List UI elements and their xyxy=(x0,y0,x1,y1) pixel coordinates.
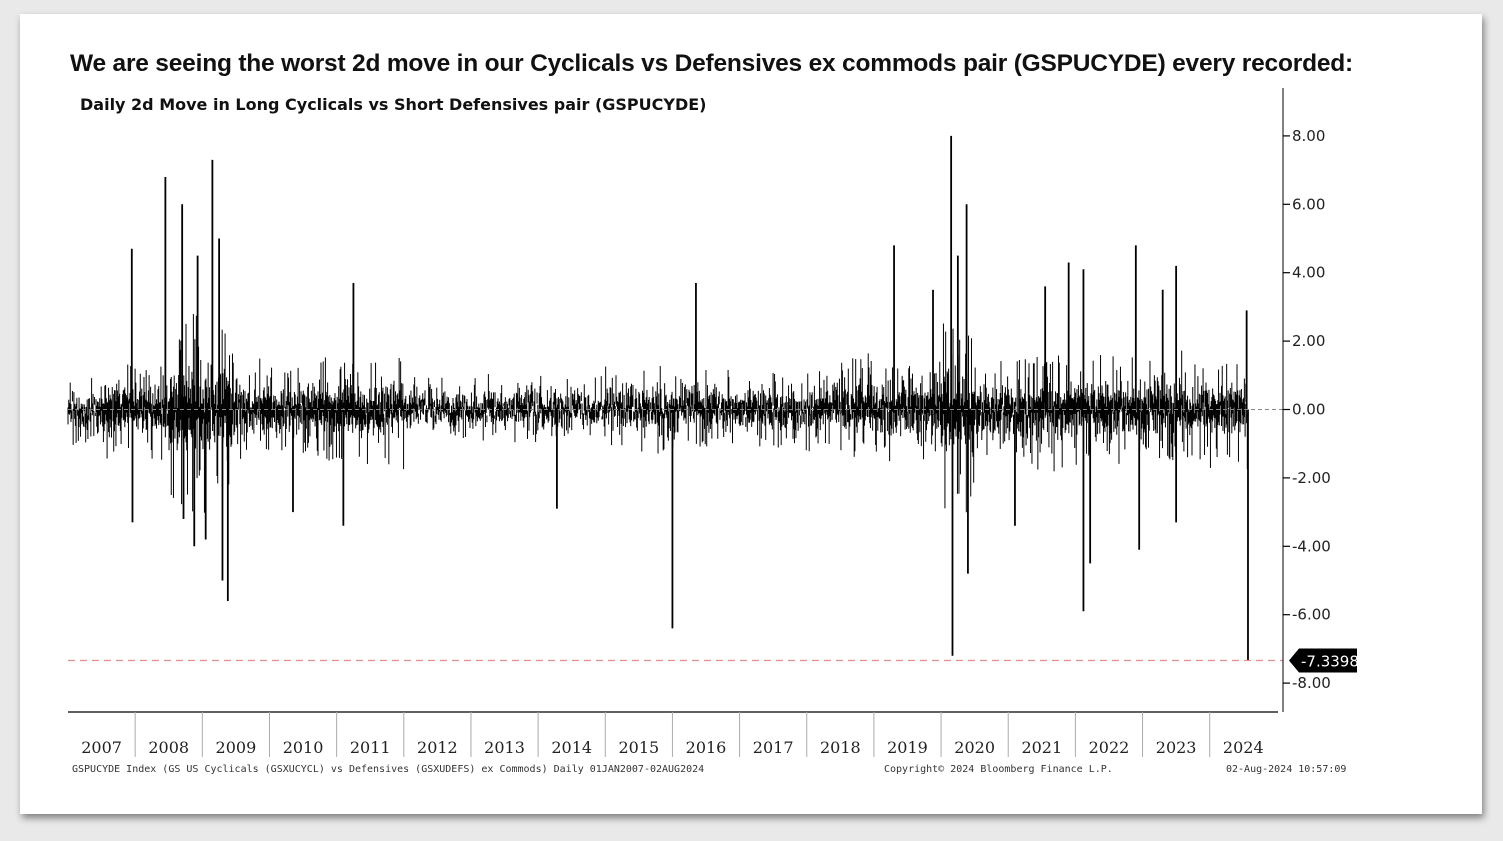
y-tick-label: 0.00 xyxy=(1292,401,1325,419)
y-tick-label: -8.00 xyxy=(1292,674,1331,692)
x-tick-label: 2008 xyxy=(148,738,189,757)
x-tick-label: 2014 xyxy=(551,738,592,757)
x-tick-label: 2012 xyxy=(417,738,458,757)
x-tick-label: 2017 xyxy=(753,738,794,757)
x-tick-label: 2015 xyxy=(618,738,659,757)
y-tick-label: -6.00 xyxy=(1292,606,1331,624)
x-tick-label: 2022 xyxy=(1089,738,1130,757)
footer-copyright: Copyright© 2024 Bloomberg Finance L.P. xyxy=(884,764,1113,775)
last-value-badge: -7.3398 xyxy=(1289,648,1359,673)
x-tick-label: 2013 xyxy=(484,738,525,757)
footer-source: GSPUCYDE Index (GS US Cyclicals (GSXUCYC… xyxy=(72,764,705,775)
last-value-badge-shape xyxy=(1289,648,1357,673)
y-tick-label: -4.00 xyxy=(1292,537,1331,555)
y-tick-label: -2.00 xyxy=(1292,469,1331,487)
x-tick-label: 2024 xyxy=(1223,738,1264,757)
chart-title: Daily 2d Move in Long Cyclicals vs Short… xyxy=(80,95,707,114)
y-axis: 8.00 6.00 4.00 2.00 0.00 -2.00 -4.00 -6.00 -8.00 xyxy=(1282,88,1331,712)
x-tick-label: 2021 xyxy=(1021,738,1062,757)
y-tick-label: 6.00 xyxy=(1292,195,1325,213)
x-axis: 2007 2008 2009 2010 2011 2012 2013 2014 2015 2016… xyxy=(68,711,1278,757)
x-tick-label: 2020 xyxy=(954,738,995,757)
y-tick-label: 4.00 xyxy=(1292,264,1325,282)
x-tick-label: 2018 xyxy=(820,738,861,757)
y-tick-label: 8.00 xyxy=(1292,127,1325,145)
x-tick-label: 2019 xyxy=(887,738,928,757)
footer-timestamp: 02-Aug-2024 10:57:09 xyxy=(1226,764,1347,775)
bar-series xyxy=(67,135,1249,661)
y-tick-label: 2.00 xyxy=(1292,332,1325,350)
last-value-label: -7.3398 xyxy=(1301,653,1359,671)
x-tick-label: 2011 xyxy=(350,738,391,757)
x-tick-label: 2023 xyxy=(1156,738,1197,757)
x-tick-label: 2009 xyxy=(216,738,257,757)
x-tick-label: 2010 xyxy=(283,738,324,757)
x-tick-label: 2007 xyxy=(81,738,122,757)
x-tick-label: 2016 xyxy=(686,738,727,757)
headline: We are seeing the worst 2d move in our C… xyxy=(70,50,1353,77)
